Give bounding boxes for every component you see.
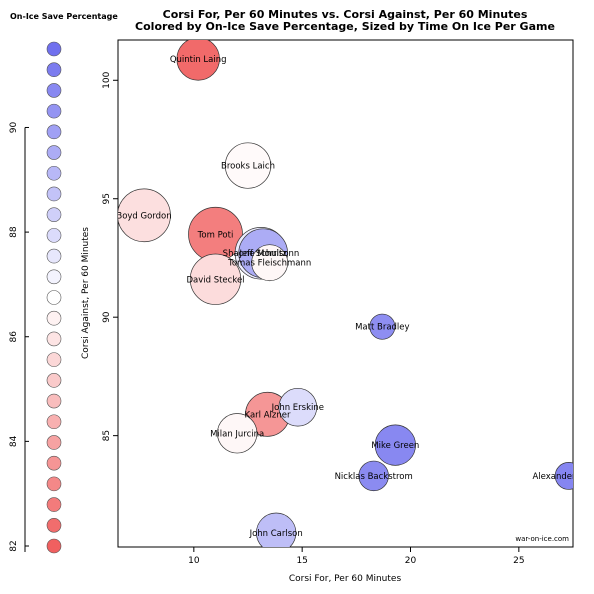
x-tick-label: 25 bbox=[513, 556, 524, 566]
legend-swatch bbox=[47, 125, 61, 139]
player-label: Nicklas Backstrom bbox=[335, 472, 413, 482]
legend-swatch bbox=[47, 42, 61, 56]
legend-swatch bbox=[47, 539, 61, 553]
legend-swatch bbox=[47, 353, 61, 367]
y-tick-label: 100 bbox=[102, 71, 112, 88]
legend-swatch bbox=[47, 187, 61, 201]
y-tick-label: 95 bbox=[102, 193, 112, 204]
legend-swatch bbox=[47, 249, 61, 263]
y-tick-label: 90 bbox=[102, 311, 112, 323]
x-axis: 10 15 20 25 bbox=[188, 547, 524, 566]
player-label: Alexander Semin bbox=[532, 472, 594, 482]
legend-tick-label: 82 bbox=[9, 540, 19, 551]
legend-swatch bbox=[47, 228, 61, 242]
player-label: Karl Alzner bbox=[245, 410, 291, 420]
legend-swatch bbox=[47, 435, 61, 449]
legend-axis: 82 84 86 88 90 bbox=[9, 121, 29, 552]
legend-tick-label: 88 bbox=[9, 226, 19, 238]
y-tick-label: 85 bbox=[102, 430, 112, 441]
legend-swatch bbox=[47, 456, 61, 470]
legend-swatch bbox=[47, 311, 61, 325]
legend-title: On-Ice Save Percentage bbox=[10, 12, 118, 21]
y-axis: 85 90 95 100 bbox=[102, 71, 118, 441]
legend-swatch bbox=[47, 166, 61, 180]
legend-tick-label: 90 bbox=[9, 121, 19, 133]
player-label: Milan Jurcina bbox=[210, 429, 264, 439]
player-label: Matt Bradley bbox=[355, 323, 409, 333]
credit-text: war-on-ice.com bbox=[515, 535, 569, 543]
legend-swatch bbox=[47, 332, 61, 346]
legend-swatch bbox=[47, 270, 61, 284]
legend-swatch bbox=[47, 63, 61, 77]
legend-swatch bbox=[47, 518, 61, 532]
legend-swatch bbox=[47, 104, 61, 118]
legend-swatch bbox=[47, 498, 61, 512]
player-label: Tomas Fleischmann bbox=[227, 259, 311, 269]
player-label: John Carlson bbox=[249, 529, 303, 539]
player-label: Tom Poti bbox=[197, 230, 234, 240]
legend-swatch bbox=[47, 477, 61, 491]
legend-swatch bbox=[47, 415, 61, 429]
legend-tick-label: 84 bbox=[9, 435, 19, 447]
legend-swatch bbox=[47, 83, 61, 97]
player-label: Boyd Gordon bbox=[116, 211, 171, 221]
player-label: David Steckel bbox=[186, 275, 244, 285]
player-label: Brooks Laich bbox=[221, 162, 275, 172]
x-tick-label: 20 bbox=[405, 556, 417, 566]
legend-swatch bbox=[47, 373, 61, 387]
legend-swatch bbox=[47, 146, 61, 160]
chart-subtitle: Colored by On-Ice Save Percentage, Sized… bbox=[135, 20, 555, 33]
player-label: Quintin Laing bbox=[170, 55, 227, 65]
legend-swatch bbox=[47, 394, 61, 408]
x-axis-label: Corsi For, Per 60 Minutes bbox=[289, 574, 402, 584]
x-tick-label: 10 bbox=[188, 556, 200, 566]
legend-swatch bbox=[47, 291, 61, 305]
player-label: Mike Green bbox=[371, 441, 419, 451]
legend-swatches bbox=[47, 42, 61, 553]
y-axis-label: Corsi Against, Per 60 Minutes bbox=[81, 227, 91, 359]
bubble-labels: Quintin Laing Brooks Laich Boyd Gordon Tom … bbox=[116, 55, 594, 539]
x-tick-label: 15 bbox=[296, 556, 307, 566]
legend-swatch bbox=[47, 208, 61, 222]
legend-tick-label: 86 bbox=[9, 331, 19, 343]
